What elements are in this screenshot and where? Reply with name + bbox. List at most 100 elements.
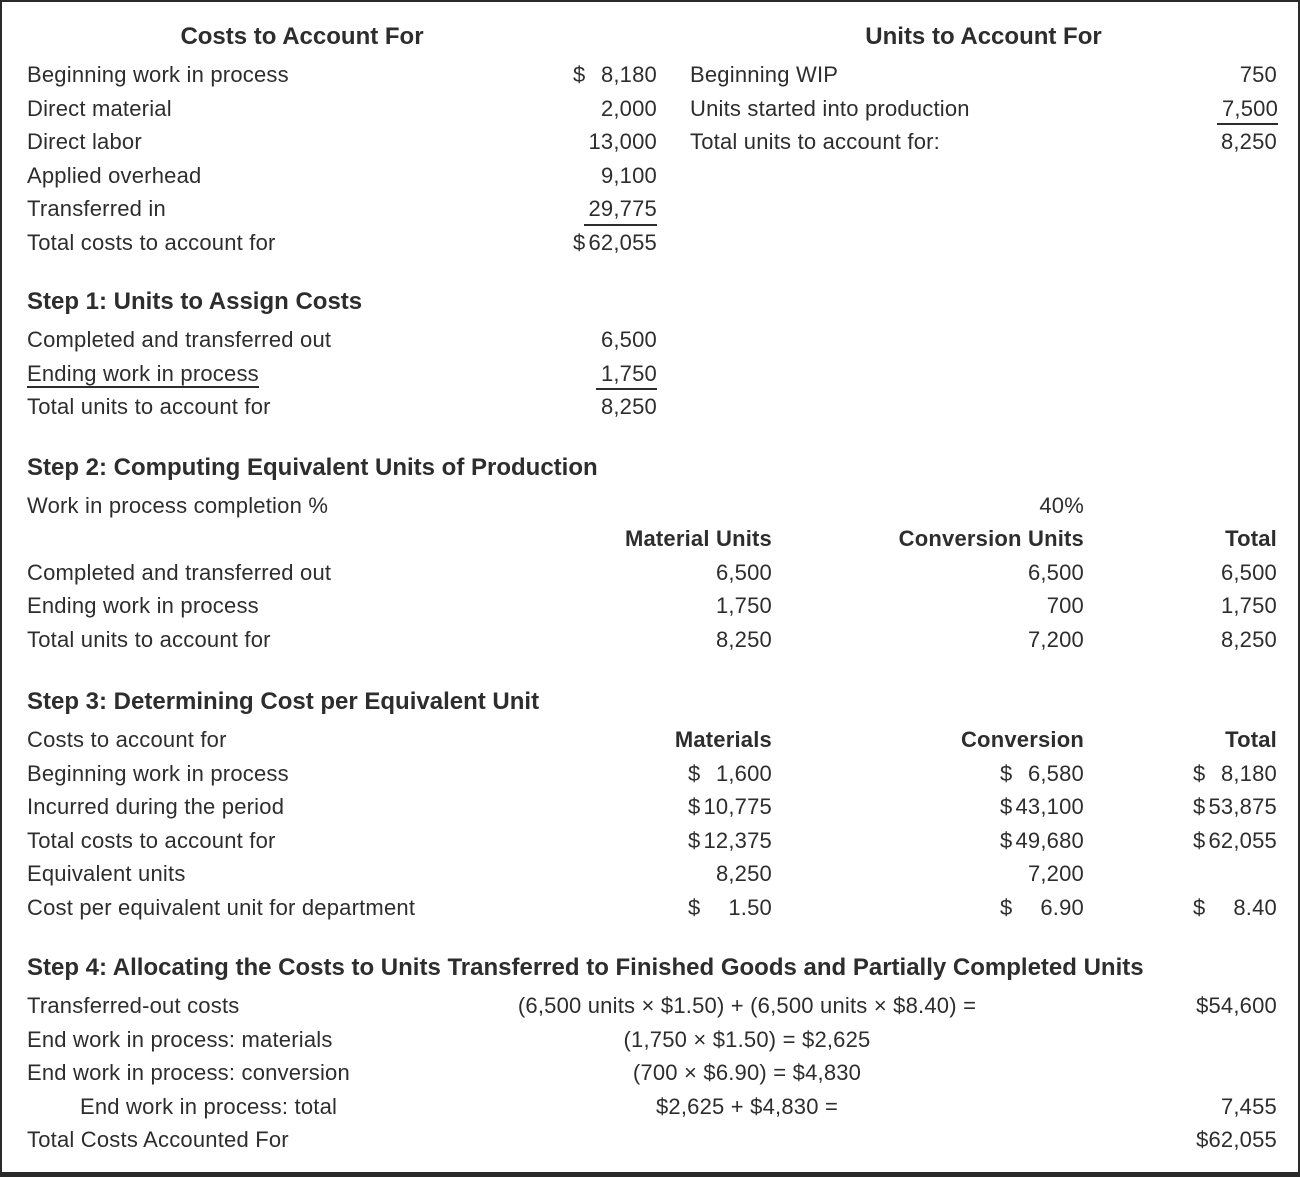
row-formula: (1,750 × $1.50) = $2,625 xyxy=(623,1026,871,1052)
step3-corner-label: Costs to account for xyxy=(27,727,227,752)
row-value-underlined: 7,500 xyxy=(1217,92,1279,125)
column-header-total: Total xyxy=(1225,727,1277,752)
unit-row-total: Total units to account for: 8,250 xyxy=(690,125,1277,159)
currency-symbol: $ xyxy=(1000,894,1013,920)
column-header-total: Total xyxy=(1225,526,1277,551)
conversion-amount: $43,100 xyxy=(1000,790,1084,824)
row-label: End work in process: materials xyxy=(27,1026,333,1052)
step4-row-ewip-conversion: End work in process: conversion (700 × $… xyxy=(27,1056,1273,1090)
material-units-value: 8,250 xyxy=(715,626,772,652)
row-amount: $62,055 xyxy=(573,226,657,260)
step3-row-beginning-wip: Beginning work in process $1,600 $6,580 … xyxy=(27,757,1277,791)
materials-amount: $10,775 xyxy=(688,790,772,824)
row-amount: 2,000 xyxy=(573,92,657,126)
cost-row-beginning-wip: Beginning work in process $8,180 xyxy=(27,58,657,92)
step4-row-total-costs-accounted: Total Costs Accounted For $62,055 xyxy=(27,1123,1277,1157)
row-label: Transferred in xyxy=(27,196,166,221)
total-amount: $62,055 xyxy=(1193,824,1277,858)
row-value: 62,055 xyxy=(588,229,657,255)
currency-symbol: $ xyxy=(573,229,586,255)
total-amount: $53,875 xyxy=(1193,790,1277,824)
currency-symbol: $ xyxy=(1193,760,1206,786)
row-label: End work in process: conversion xyxy=(27,1060,350,1085)
materials-amount: $1.50 xyxy=(688,891,772,925)
costs-panel-title: Costs to Account For xyxy=(180,23,424,50)
empty-cell xyxy=(27,522,562,556)
currency-symbol: $ xyxy=(573,62,586,87)
step3-header-row: Costs to account for Materials Conversio… xyxy=(27,723,1277,757)
completion-label: Work in process completion % xyxy=(27,492,329,518)
row-value: 6,500 xyxy=(600,327,657,352)
conversion-amount: 7,200 xyxy=(1027,861,1084,886)
row-label: Total costs to account for xyxy=(27,229,276,255)
row-amount: 13,000 xyxy=(573,125,657,159)
row-label: Direct material xyxy=(27,95,172,121)
column-header-material-units: Material Units xyxy=(624,526,772,551)
row-amount: 8,250 xyxy=(1217,125,1277,159)
total-value: 8,250 xyxy=(1220,626,1277,652)
row-value: 8,250 xyxy=(1220,129,1277,154)
step2-row-ending-wip: Ending work in process 1,750 700 1,750 xyxy=(27,589,1277,623)
row-label: Completed and transferred out xyxy=(27,327,332,352)
step1-row-completed: Completed and transferred out 6,500 xyxy=(27,323,1273,357)
conversion-amount: $6.90 xyxy=(1000,891,1084,925)
row-label: Total costs to account for xyxy=(27,827,276,853)
conversion-units-value: 7,200 xyxy=(1027,626,1084,652)
step3-row-equivalent-units: Equivalent units 8,250 7,200 xyxy=(27,857,1273,891)
step3-row-cost-per-unit: Cost per equivalent unit for department … xyxy=(27,891,1277,925)
row-label: Completed and transferred out xyxy=(27,559,332,585)
step2-row-total: Total units to account for 8,250 7,200 8… xyxy=(27,623,1277,657)
material-units-value: 6,500 xyxy=(715,559,772,585)
row-label: Total units to account for: xyxy=(690,129,940,154)
step2-header-row: Material Units Conversion Units Total xyxy=(27,522,1277,556)
step1-row-total: Total units to account for 8,250 xyxy=(27,390,1273,424)
step2-completion-row: Work in process completion % 40% xyxy=(27,489,1273,523)
currency-symbol: $ xyxy=(1193,894,1206,920)
row-label: Ending work in process xyxy=(27,593,259,618)
cost-row-transferred-in: Transferred in 29,775 xyxy=(27,192,657,226)
conversion-units-value: 6,500 xyxy=(1027,559,1084,585)
row-amount xyxy=(1067,1023,1277,1057)
currency-symbol: $ xyxy=(1193,794,1206,819)
empty-cell xyxy=(1084,489,1277,523)
row-amount: $54,600 xyxy=(1196,993,1277,1018)
row-amount: 750 xyxy=(1217,58,1277,92)
currency-symbol: $ xyxy=(688,894,701,920)
cost-row-direct-material: Direct material 2,000 xyxy=(27,92,657,126)
row-formula xyxy=(427,1123,1067,1157)
completion-value: 40% xyxy=(1039,492,1084,518)
materials-amount: $12,375 xyxy=(688,824,772,858)
conversion-amount: $6,580 xyxy=(1000,757,1084,791)
row-formula: (6,500 units × $1.50) + (6,500 units × $… xyxy=(517,993,977,1018)
empty-cell xyxy=(562,489,772,523)
costs-to-account-for-panel: Costs to Account For Beginning work in p… xyxy=(27,16,657,259)
step2-row-completed: Completed and transferred out 6,500 6,50… xyxy=(27,556,1277,590)
currency-symbol: $ xyxy=(1000,827,1013,853)
currency-symbol: $ xyxy=(688,827,701,853)
row-label: Incurred during the period xyxy=(27,794,285,819)
total-amount: $8.40 xyxy=(1193,891,1277,925)
row-label: Transferred-out costs xyxy=(27,993,240,1018)
cost-row-applied-overhead: Applied overhead 9,100 xyxy=(27,159,657,193)
row-amount: 8,250 xyxy=(573,390,657,424)
units-to-account-for-panel: Units to Account For Beginning WIP 750 U… xyxy=(690,16,1279,159)
column-header-conversion: Conversion xyxy=(960,727,1084,752)
row-amount: 7,455 xyxy=(1220,1093,1277,1119)
row-amount: 29,775 xyxy=(573,192,657,226)
row-label: Total Costs Accounted For xyxy=(27,1127,289,1152)
row-formula: $2,625 + $4,830 = xyxy=(655,1093,838,1119)
step4-row-ewip-materials: End work in process: materials (1,750 × … xyxy=(27,1023,1273,1057)
cost-row-direct-labor: Direct labor 13,000 xyxy=(27,125,657,159)
materials-amount: $1,600 xyxy=(688,757,772,791)
currency-symbol: $ xyxy=(688,794,701,819)
row-value: 2,000 xyxy=(600,95,657,121)
row-value: 13,000 xyxy=(588,129,657,154)
row-formula: (700 × $6.90) = $4,830 xyxy=(632,1060,862,1085)
step3-heading: Step 3: Determining Cost per Equivalent … xyxy=(27,688,540,715)
row-label-underlined: Ending work in process xyxy=(27,360,259,388)
top-summary-area: Costs to Account For Beginning work in p… xyxy=(27,16,1279,259)
row-label: Total units to account for xyxy=(27,626,271,652)
row-label: Beginning WIP xyxy=(690,62,839,87)
row-value: 9,100 xyxy=(600,162,657,188)
